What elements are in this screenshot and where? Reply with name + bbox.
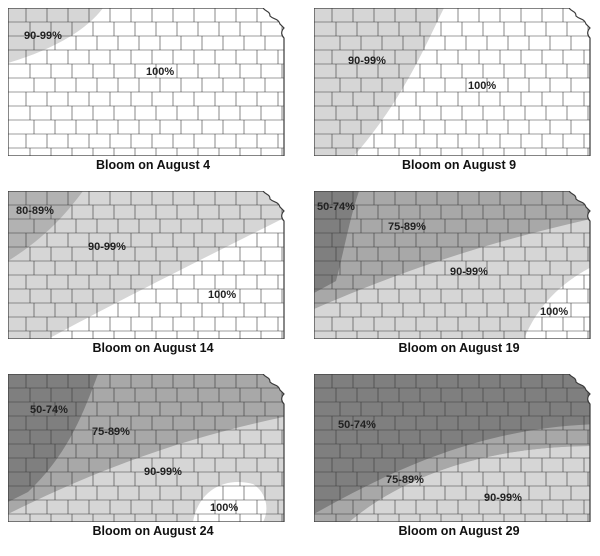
county-lines [314,191,590,339]
zone-label-90-99: 90-99% [24,30,62,42]
zone-label-100: 100% [540,306,569,318]
kansas-map [8,8,285,156]
zone-label-90-99: 90-99% [450,266,488,278]
map-panel-august-24: 50-74% 75-89% 90-99% 100% Bloom on Augus… [8,374,298,556]
zone-label-100: 100% [468,80,497,92]
map-panel-august-4: 90-99% 100% Bloom on August 4 [8,8,298,190]
state-outline [314,191,591,339]
map-caption: Bloom on August 14 [92,341,214,355]
kansas-map [8,374,285,522]
zone-label-100: 100% [146,66,175,78]
kansas-map [8,191,285,339]
zone-label-100: 100% [210,502,239,514]
map-caption: Bloom on August 9 [401,158,517,172]
state-outline [8,374,285,522]
map-caption: Bloom on August 4 [95,158,211,172]
county-lines [8,8,284,156]
map-panel-august-14: 80-89% 90-99% 100% Bloom on August 14 [8,191,298,373]
map-caption: Bloom on August 19 [398,341,520,355]
zone-label-50-74: 50-74% [338,419,376,431]
zone-label-100: 100% [208,289,237,301]
county-lines [314,374,590,522]
state-outline [314,374,591,522]
zone-label-50-74: 50-74% [30,404,68,416]
map-panel-august-9: 90-99% 100% Bloom on August 9 [314,8,600,190]
zone-label-90-99: 90-99% [348,55,386,67]
zone-label-80-89: 80-89% [16,205,54,217]
state-outline [8,191,285,339]
map-panel-august-19: 50-74% 75-89% 90-99% 100% Bloom on Augus… [314,191,600,373]
kansas-map [314,191,591,339]
state-outline [8,8,285,156]
kansas-map [314,374,591,522]
zone-label-75-89: 75-89% [388,221,426,233]
kansas-map [314,8,591,156]
map-panel-august-29: 50-74% 75-89% 90-99% Bloom on August 29 [314,374,600,556]
map-caption: Bloom on August 29 [398,524,520,538]
county-lines [8,191,284,339]
zone-label-75-89: 75-89% [386,474,424,486]
county-lines [8,374,284,522]
zone-label-90-99: 90-99% [144,466,182,478]
zone-label-90-99: 90-99% [88,241,126,253]
zone-label-75-89: 75-89% [92,426,130,438]
state-outline [314,8,591,156]
zone-label-50-74: 50-74% [317,201,355,213]
map-caption: Bloom on August 24 [92,524,214,538]
county-lines [314,8,590,156]
zone-label-90-99: 90-99% [484,492,522,504]
